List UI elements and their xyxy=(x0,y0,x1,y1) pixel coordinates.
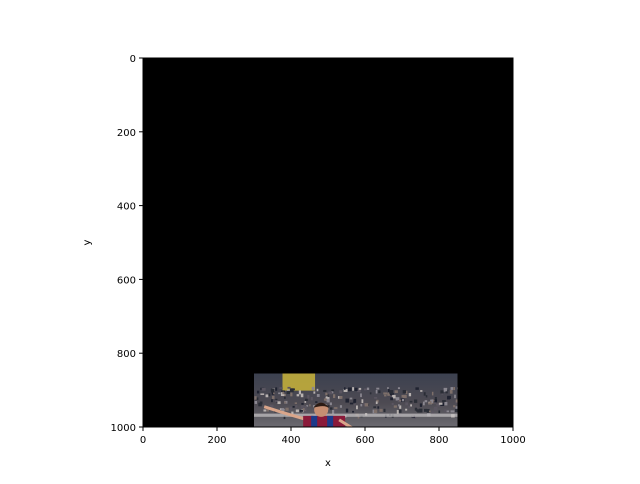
axes-frame xyxy=(142,57,514,428)
x-axis-label: x xyxy=(325,458,331,469)
patch-strip xyxy=(254,413,458,417)
x-tick-label: 800 xyxy=(429,435,448,446)
y-axis: 0 200 400 600 800 1000 xyxy=(111,54,143,434)
patch-banner xyxy=(282,373,316,391)
x-tick-label: 1000 xyxy=(500,435,525,446)
x-axis: 0 200 400 600 800 1000 xyxy=(140,427,526,446)
x-tick-label: 400 xyxy=(281,435,300,446)
y-tick-label: 800 xyxy=(117,349,136,360)
x-tick-label: 0 xyxy=(140,435,146,446)
y-axis-label: y xyxy=(82,239,93,245)
y-tick-label: 200 xyxy=(117,128,136,139)
axes-spines xyxy=(142,57,514,428)
y-tick-label: 0 xyxy=(130,54,136,65)
y-tick-label: 1000 xyxy=(111,423,136,434)
y-tick-label: 600 xyxy=(117,275,136,286)
x-tick-label: 200 xyxy=(207,435,226,446)
patch-player xyxy=(263,402,354,427)
image-patch xyxy=(254,373,458,427)
y-tick-label: 400 xyxy=(117,202,136,213)
x-tick-label: 600 xyxy=(355,435,374,446)
plot-area xyxy=(143,58,513,427)
